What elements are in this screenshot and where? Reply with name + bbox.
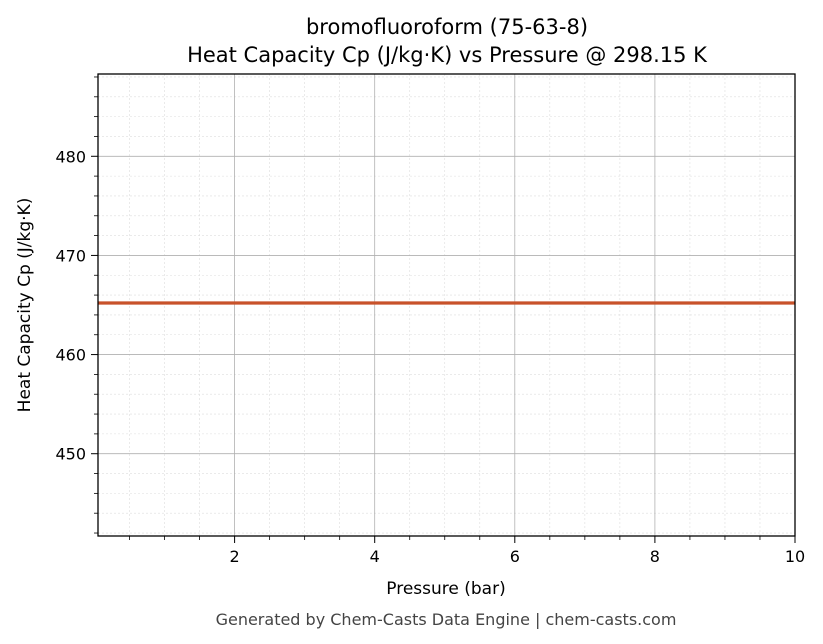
minor-grid: [98, 74, 795, 536]
x-axis-label: Pressure (bar): [386, 579, 505, 599]
y-tick-label: 450: [55, 445, 86, 464]
major-grid: [98, 74, 796, 536]
chart-title: bromofluoroform (75-63-8): [306, 15, 588, 39]
x-tick-label: 10: [785, 547, 805, 566]
y-axis-label: Heat Capacity Cp (J/kg·K): [15, 198, 35, 413]
footer-credit: Generated by Chem-Casts Data Engine | ch…: [216, 610, 677, 629]
ticks-layer: 2 4 6 8 10 450 460 470 480: [55, 76, 805, 566]
plot-frame: [97, 73, 796, 537]
x-tick-label: 4: [370, 547, 380, 566]
x-tick-label: 6: [510, 547, 520, 566]
x-tick-label: 8: [650, 547, 660, 566]
x-tick-label: 2: [230, 547, 240, 566]
y-tick-label: 470: [55, 246, 86, 265]
chart-subtitle: Heat Capacity Cp (J/kg·K) vs Pressure @ …: [187, 43, 708, 67]
y-tick-label: 460: [55, 346, 86, 365]
y-tick-label: 480: [55, 147, 86, 166]
